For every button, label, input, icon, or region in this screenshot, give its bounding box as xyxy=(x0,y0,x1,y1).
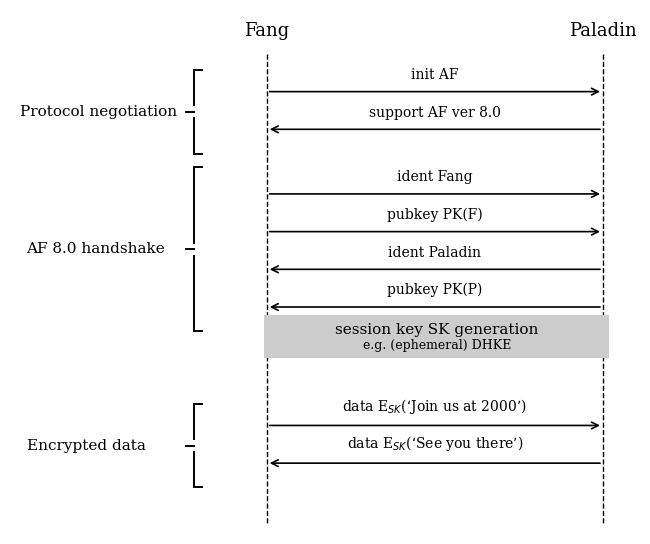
Text: support AF ver 8.0: support AF ver 8.0 xyxy=(369,106,500,120)
Text: ident Paladin: ident Paladin xyxy=(388,245,482,259)
Text: AF 8.0 handshake: AF 8.0 handshake xyxy=(27,242,165,256)
Text: Protocol negotiation: Protocol negotiation xyxy=(20,105,177,119)
Text: pubkey PK(P): pubkey PK(P) xyxy=(387,283,482,298)
Text: pubkey PK(F): pubkey PK(F) xyxy=(387,207,483,222)
Text: Fang: Fang xyxy=(244,22,289,40)
Text: Encrypted data: Encrypted data xyxy=(27,438,146,453)
Text: data E$_{SK}$(‘See you there’): data E$_{SK}$(‘See you there’) xyxy=(346,435,523,454)
Text: data E$_{SK}$(‘Join us at 2000’): data E$_{SK}$(‘Join us at 2000’) xyxy=(343,397,527,416)
Text: ident Fang: ident Fang xyxy=(397,170,473,184)
Text: Paladin: Paladin xyxy=(569,22,637,40)
Text: init AF: init AF xyxy=(411,68,459,82)
Text: e.g. (ephemeral) DHKE: e.g. (ephemeral) DHKE xyxy=(363,339,511,353)
Text: session key SK generation: session key SK generation xyxy=(335,323,538,337)
FancyBboxPatch shape xyxy=(264,315,609,358)
